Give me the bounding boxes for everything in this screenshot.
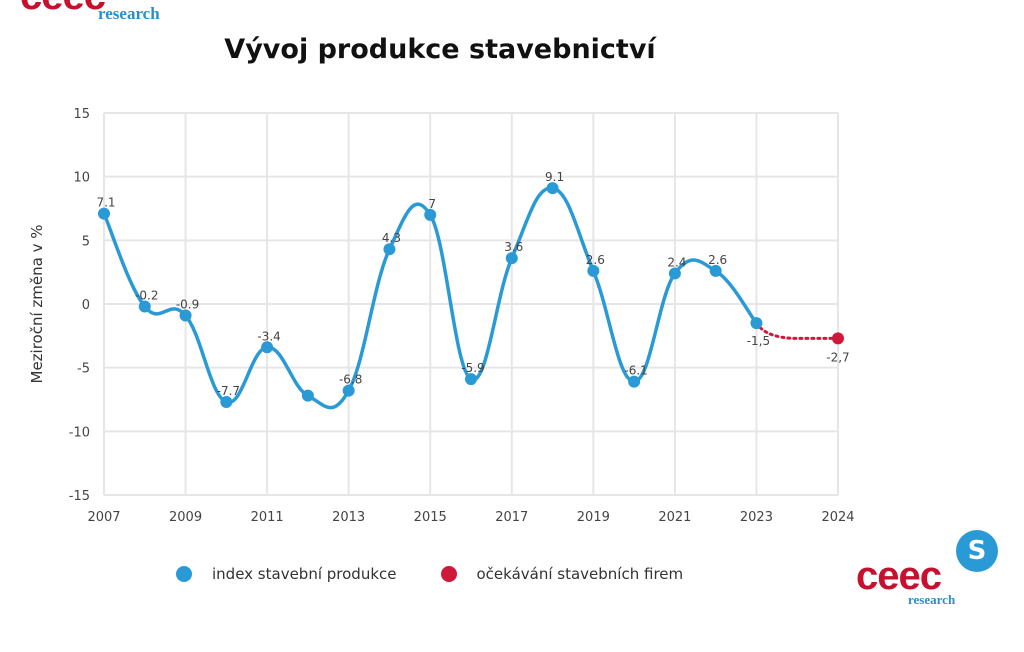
data-point [465,373,477,386]
data-point [342,384,355,397]
data-point [668,267,681,280]
x-tick-label: 2013 [332,510,365,525]
logo-brand: ceec [856,554,942,598]
logo-sub: research [98,4,160,23]
data-label: -2,7 [826,350,849,364]
data-point [628,375,641,388]
x-tick-label: 2017 [495,510,528,525]
x-tick-label: 2015 [414,510,447,525]
data-point [383,243,396,256]
y-axis-label: Meziroční změna v % [28,225,46,384]
data-label: -1,5 [747,334,770,348]
legend-label: index stavební produkce [212,565,397,583]
x-tick-label: 2023 [740,510,773,525]
legend-item-index: index stavební produkce [176,565,397,583]
data-label: 2.4 [667,255,686,269]
data-point [587,264,600,277]
legend-label: očekávání stavebních firem [476,565,684,583]
data-label: 4.3 [382,231,401,245]
data-point-expectation [832,332,844,345]
data-point [261,341,274,354]
data-label: -0.9 [176,297,199,311]
logo-sub: research [908,592,956,607]
y-tick-label: -15 [69,489,90,504]
data-label: -0.2 [135,289,158,303]
x-tick-label: 2019 [577,510,610,525]
logo-brand: ceec [20,0,106,19]
data-label: -6.1 [624,364,647,378]
legend-dot-red-icon [440,566,457,582]
data-point [220,396,233,409]
x-tick-label: 2011 [251,510,284,525]
data-point [424,208,437,221]
y-tick-label: 15 [73,107,90,122]
data-point [138,300,151,313]
data-label: -6.8 [339,373,362,387]
data-label: -5.9 [461,361,484,375]
data-point [301,389,314,402]
data-point [505,252,518,265]
data-label: 3.6 [504,240,523,254]
legend-item-expectations: očekávání stavebních firem [440,565,684,583]
y-tick-label: 5 [82,234,90,249]
data-point [98,207,110,220]
chart-title: Vývoj produkce stavebnictví [224,34,656,65]
ceec-logo-bottom: S ceec research [852,528,1002,610]
series-line-expectations [754,321,840,340]
y-tick-label: 10 [73,171,90,186]
data-point [546,182,559,195]
legend-dot-blue-icon [176,566,192,582]
data-label: -3.4 [257,329,280,343]
data-label: -7.7 [217,384,240,398]
y-tick-label: -5 [77,362,90,377]
data-point [179,309,192,322]
logo-badge-icon: S [956,530,998,572]
data-label: 2.6 [586,253,605,267]
legend: index stavební produkce očekávání staveb… [176,565,727,583]
data-label: 2.6 [708,253,727,267]
data-label: 7.1 [96,196,115,210]
y-tick-label: -10 [69,425,90,440]
ceec-logo-top: ceec research [0,0,200,24]
data-point [750,317,763,330]
data-label: 7 [428,197,436,211]
x-tick-label: 2024 [821,510,854,525]
data-point [709,264,722,277]
x-tick-label: 2007 [87,510,120,525]
y-tick-label: 0 [82,298,90,313]
x-tick-label: 2009 [169,510,202,525]
data-label: 9.1 [545,170,564,184]
x-tick-label: 2021 [658,510,691,525]
